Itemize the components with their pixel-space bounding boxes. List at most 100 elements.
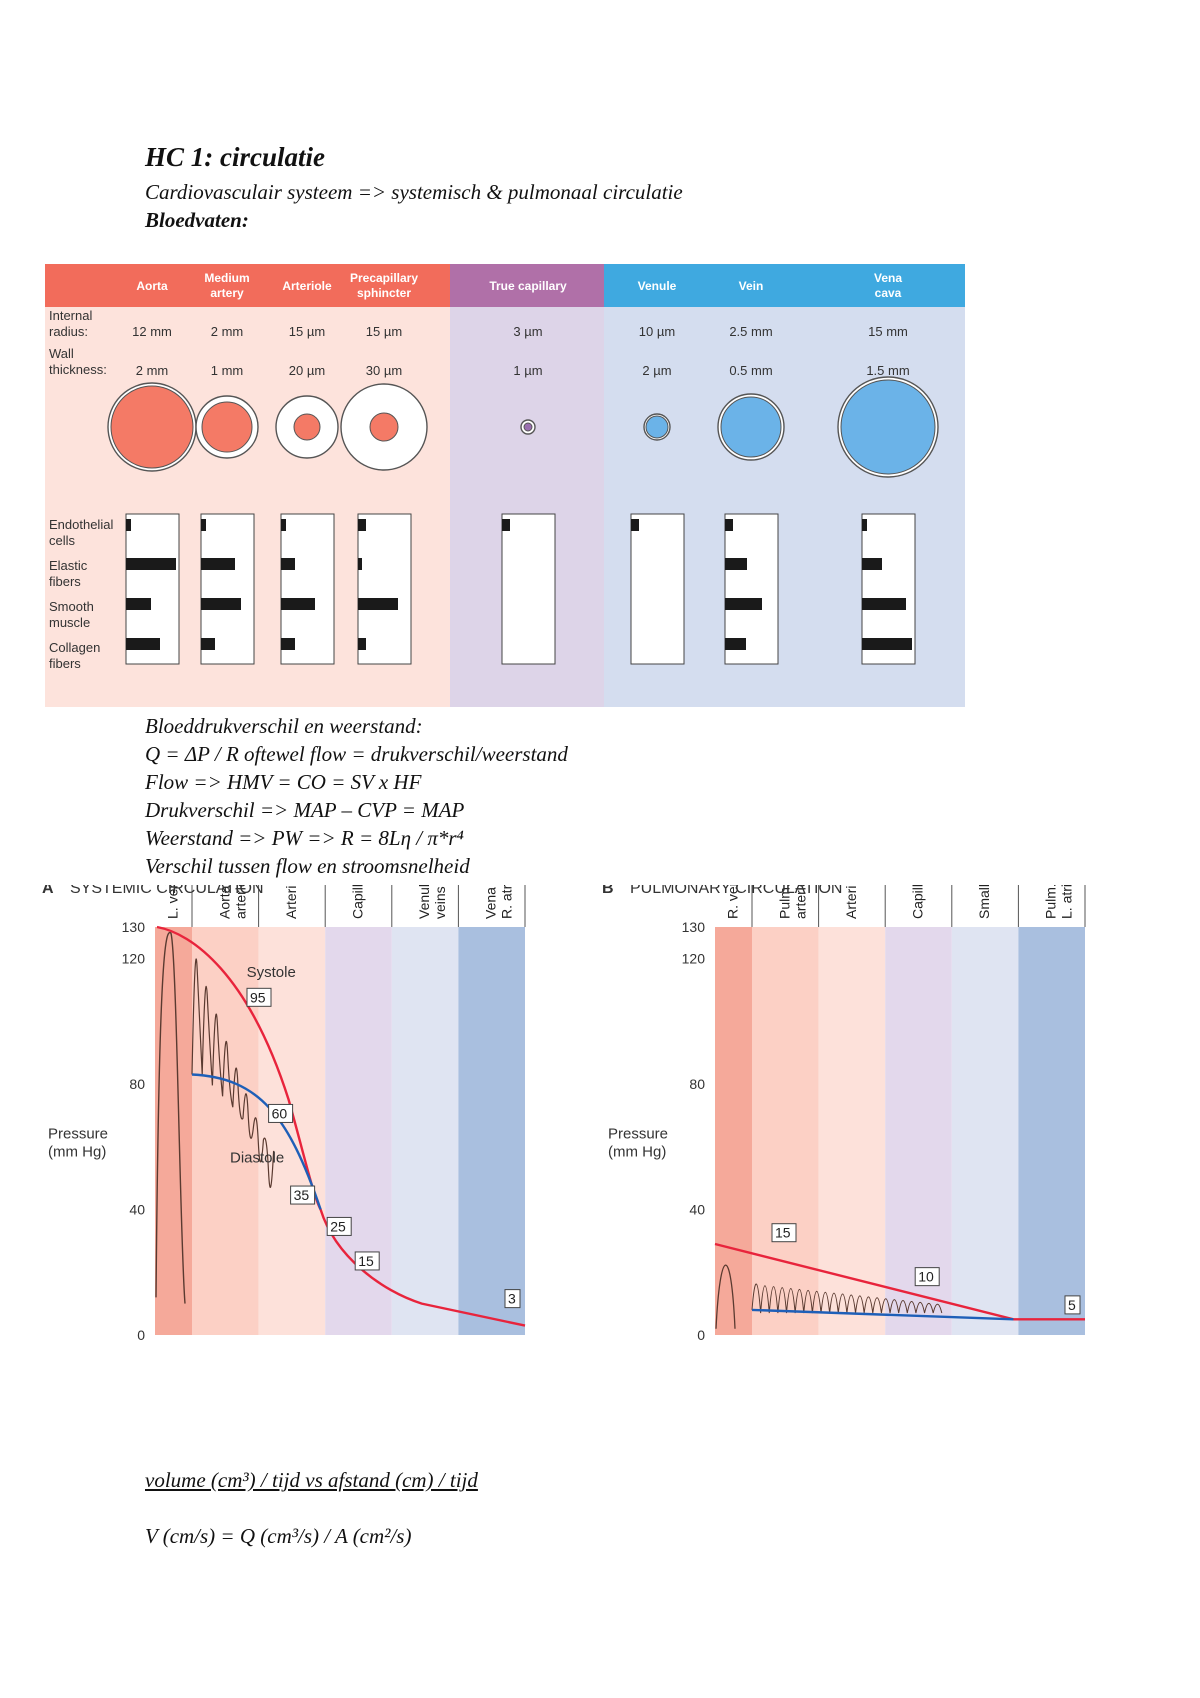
vessel-lumen-circle-1 bbox=[201, 401, 253, 453]
y-tick-120: 120 bbox=[122, 950, 146, 966]
page-subtitle: Cardiovasculair systeem => systemisch & … bbox=[145, 180, 683, 204]
composition-bar-0-0 bbox=[126, 519, 131, 531]
annotation-box-4 bbox=[354, 1251, 380, 1271]
composition-bar-0-2 bbox=[126, 598, 151, 610]
column-header-2: Arteriole bbox=[282, 279, 332, 293]
composition-bar-1-1 bbox=[201, 558, 235, 570]
formula-line-4: Drukverschil => MAP – CVP = MAP bbox=[145, 798, 465, 822]
composition-bar-2-1 bbox=[281, 558, 295, 570]
y-axis-label: Pressure (mm Hg) bbox=[608, 1126, 668, 1161]
composition-bar-4-0 bbox=[502, 519, 510, 531]
vein-header-bar bbox=[604, 264, 965, 307]
y-tick-40: 40 bbox=[689, 1201, 705, 1217]
formula-line-1: Bloeddrukverschil en weerstand: bbox=[145, 714, 423, 738]
composition-bar-0-1 bbox=[126, 558, 176, 570]
row-label-wall: Wall thickness: bbox=[49, 346, 107, 377]
region-label-2: Arterioles bbox=[283, 885, 299, 919]
vessels-label: Bloedvaten: bbox=[145, 208, 249, 232]
annotation-box-2 bbox=[290, 1185, 316, 1205]
region-label-1: Pulm. artery,arteries bbox=[776, 885, 808, 919]
radius-value-4: 3 µm bbox=[513, 324, 542, 339]
panel-title: SYSTEMIC CIRCULATION bbox=[70, 885, 264, 897]
region-label-4: Small veins bbox=[976, 885, 992, 919]
row-label-smooth: Smooth muscle bbox=[49, 599, 94, 630]
wall-value-6: 0.5 mm bbox=[729, 363, 772, 378]
composition-bar-5-0 bbox=[631, 519, 639, 531]
annotation-box-0 bbox=[771, 1223, 797, 1243]
composition-box-4 bbox=[501, 513, 556, 665]
vessel-figure: Aorta Medium artery Arteriole Precapillary sp… bbox=[45, 264, 965, 707]
radius-value-2: 15 µm bbox=[289, 324, 325, 339]
annotation-label-1: 60 bbox=[272, 1105, 288, 1121]
ventricle-wave bbox=[155, 931, 186, 1304]
composition-bar-7-1 bbox=[862, 558, 882, 570]
region-label-4: Venules,veins bbox=[416, 885, 448, 919]
region-band-0 bbox=[715, 927, 752, 1335]
composition-bar-6-0 bbox=[725, 519, 733, 531]
region-label-2: Arterioles bbox=[843, 885, 859, 919]
region-band-5 bbox=[1018, 927, 1085, 1335]
column-header-3: Precapillary sphincter bbox=[350, 271, 418, 300]
radius-value-7: 15 mm bbox=[868, 324, 908, 339]
wall-value-2: 20 µm bbox=[289, 363, 325, 378]
region-band-3 bbox=[885, 927, 952, 1335]
region-band-0 bbox=[155, 927, 192, 1335]
annotation-box-5 bbox=[504, 1289, 521, 1309]
region-band-4 bbox=[391, 927, 459, 1335]
panel-letter: A bbox=[42, 885, 54, 897]
vessel-lumen-circle-7 bbox=[840, 379, 936, 475]
composition-box-5 bbox=[630, 513, 685, 665]
pulmonary-circulation-chart: R. ventricle Pulm. artery,arteries Arterio… bbox=[602, 885, 1086, 1343]
annotation-label-5: 3 bbox=[508, 1291, 516, 1307]
column-header-6: Vein bbox=[739, 279, 764, 293]
radius-value-5: 10 µm bbox=[639, 324, 675, 339]
composition-bar-7-3 bbox=[862, 638, 912, 650]
y-tick-0: 0 bbox=[137, 1327, 145, 1343]
composition-bar-0-3 bbox=[126, 638, 160, 650]
wall-value-4: 1 µm bbox=[513, 363, 542, 378]
vessel-lumen-circle-0 bbox=[110, 385, 194, 469]
row-label-collagen: Collagen fibers bbox=[49, 640, 100, 671]
region-label-3: Capillaries bbox=[350, 885, 366, 919]
composition-bar-3-3 bbox=[358, 638, 366, 650]
composition-bar-6-1 bbox=[725, 558, 747, 570]
y-tick-40: 40 bbox=[129, 1201, 145, 1217]
composition-bar-6-2 bbox=[725, 598, 762, 610]
annotation-label-0: 15 bbox=[775, 1225, 791, 1241]
wall-value-7: 1.5 mm bbox=[866, 363, 909, 378]
composition-bar-1-2 bbox=[201, 598, 241, 610]
formula-line-3: Flow => HMV = CO = SV x HF bbox=[145, 770, 422, 794]
systole-line bbox=[714, 1242, 1085, 1321]
pulmonary-oscillation-wave bbox=[751, 1283, 943, 1314]
page-title: HC 1: circulatie bbox=[145, 142, 325, 172]
formula-line-6: Verschil tussen flow en stroomsnelheid bbox=[145, 854, 470, 878]
region-label-0: R. ventricle bbox=[725, 885, 741, 919]
column-header-0: Aorta bbox=[136, 279, 168, 293]
column-header-5: Venule bbox=[638, 279, 677, 293]
composition-bar-2-0 bbox=[281, 519, 286, 531]
region-band-4 bbox=[951, 927, 1019, 1335]
row-label-radius: Internal radius: bbox=[49, 308, 92, 339]
region-band-2 bbox=[818, 927, 886, 1335]
radius-value-3: 15 µm bbox=[366, 324, 402, 339]
composition-bar-3-2 bbox=[358, 598, 398, 610]
wall-value-3: 30 µm bbox=[366, 363, 402, 378]
diastole-line bbox=[751, 1308, 1014, 1321]
composition-bar-1-3 bbox=[201, 638, 215, 650]
vessel-lumen-circle-2 bbox=[293, 413, 321, 441]
radius-value-6: 2.5 mm bbox=[729, 324, 772, 339]
composition-bar-6-3 bbox=[725, 638, 746, 650]
formula-line-2: Q = ΔP / R oftewel flow = drukverschil/w… bbox=[145, 742, 568, 766]
composition-bar-7-0 bbox=[862, 519, 867, 531]
annotation-box-2 bbox=[1064, 1295, 1081, 1315]
y-axis-label: Pressure (mm Hg) bbox=[48, 1126, 108, 1161]
radius-value-1: 2 mm bbox=[211, 324, 244, 339]
region-label-3: Capillaries bbox=[910, 885, 926, 919]
column-header-1: Medium artery bbox=[204, 271, 249, 300]
region-band-1 bbox=[752, 927, 819, 1335]
region-label-5: Pulm. veins,L. atrium bbox=[1043, 885, 1075, 919]
annotation-box-3 bbox=[326, 1216, 352, 1236]
y-tick-0: 0 bbox=[697, 1327, 705, 1343]
y-tick-80: 80 bbox=[689, 1076, 705, 1092]
capillary-header-bar bbox=[450, 264, 604, 307]
